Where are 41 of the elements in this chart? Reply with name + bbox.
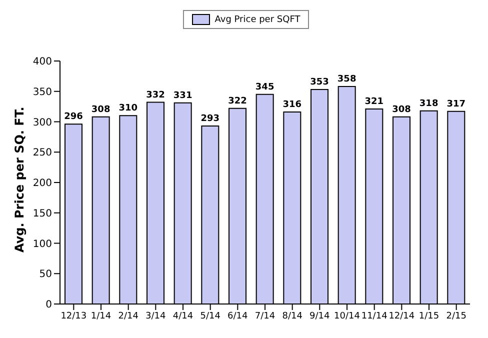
data-label: 331 (173, 90, 192, 101)
y-tick-label: 200 (32, 178, 52, 190)
y-tick-label: 300 (32, 117, 52, 128)
y-tick-label: 250 (32, 148, 52, 159)
x-tick-label: 2/14 (118, 311, 139, 322)
legend-label: Avg Price per SQFT (214, 14, 300, 25)
data-label: 293 (200, 114, 220, 124)
y-tick-label: 0 (46, 300, 52, 311)
y-tick-label: 150 (32, 208, 52, 220)
data-label: 345 (255, 82, 274, 92)
data-label: 310 (118, 104, 138, 114)
x-tick-label: 1/15 (418, 311, 440, 322)
x-tick-label: 2/15 (446, 311, 466, 322)
x-tick-label: 9/14 (310, 311, 330, 322)
data-label: 332 (146, 90, 165, 100)
x-tick-label: 6/14 (228, 311, 248, 322)
data-label: 296 (64, 112, 83, 122)
y-tick-label: 400 (32, 56, 52, 68)
x-tick-label: 8/14 (282, 311, 303, 322)
data-label: 318 (419, 98, 438, 109)
x-tick-label: 10/14 (334, 311, 360, 322)
data-label: 321 (364, 96, 384, 107)
x-tick-label: 4/14 (172, 311, 194, 322)
y-tick-label: 350 (32, 86, 52, 98)
x-tick-label: 5/14 (200, 311, 221, 322)
y-tick-label: 50 (39, 269, 52, 280)
x-tick-label: 11/14 (361, 311, 388, 322)
x-tick-label: 7/14 (254, 311, 276, 322)
x-tick-label: 12/13 (60, 311, 87, 322)
data-label: 308 (91, 104, 110, 115)
data-label: 308 (392, 104, 411, 115)
y-axis-title: Avg. Price per SQ. FT. (12, 106, 26, 252)
data-label: 358 (337, 74, 356, 85)
data-label: 353 (310, 78, 329, 88)
x-tick-label: 1/14 (90, 311, 112, 322)
data-label: 322 (228, 96, 247, 106)
x-tick-label: 3/14 (146, 311, 166, 322)
y-tick-label: 100 (32, 238, 52, 250)
data-label: 317 (446, 99, 466, 110)
x-tick-label: 12/14 (388, 311, 415, 322)
data-label: 316 (282, 100, 302, 110)
